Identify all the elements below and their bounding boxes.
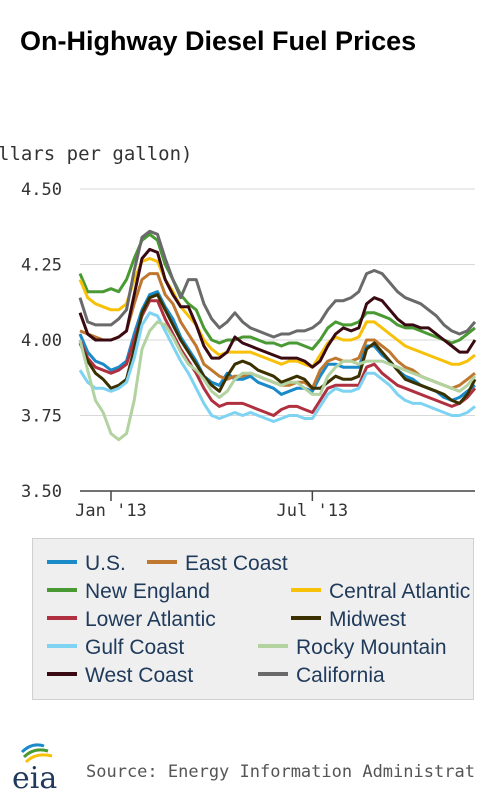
legend-label: Lower Atlantic xyxy=(85,608,216,631)
legend-item: Rocky Mountain xyxy=(258,635,447,661)
eia-logo: eia xyxy=(12,743,57,794)
series-line-california xyxy=(78,229,477,339)
legend-label: Rocky Mountain xyxy=(296,636,447,659)
line-chart: 4.50 4.25 4.00 3.75 3.50 Jan '13 Jul '13 xyxy=(21,180,477,521)
legend-label: California xyxy=(296,664,385,687)
series-line-gulf-coast xyxy=(78,311,476,423)
series-line-central-atlantic xyxy=(78,257,476,369)
series-line-new-england xyxy=(78,232,476,351)
legend-label: Central Atlantic xyxy=(329,580,471,603)
x-tick-label: Jan '13 xyxy=(75,501,147,521)
x-tick-label: Jul '13 xyxy=(277,501,349,521)
legend-label: East Coast xyxy=(185,552,288,575)
legend-item: New England xyxy=(47,579,210,605)
legend-item: U.S. xyxy=(47,551,126,577)
legend-swatch xyxy=(47,588,77,593)
y-tick-label: 3.50 xyxy=(21,482,62,502)
source-note: Source: Energy Information Administrat xyxy=(86,762,475,782)
legend-label: Gulf Coast xyxy=(85,636,185,659)
series-line-west-coast xyxy=(78,247,477,369)
legend-item: West Coast xyxy=(47,663,193,689)
legend-item: Midwest xyxy=(291,607,406,633)
legend-item: Lower Atlantic xyxy=(47,607,216,633)
logo-text: eia xyxy=(12,761,57,794)
legend-swatch xyxy=(258,644,288,649)
y-tick-label: 4.00 xyxy=(21,331,62,351)
y-tick-label: 4.50 xyxy=(21,180,62,200)
legend-label: New England xyxy=(85,580,210,603)
legend-swatch xyxy=(291,616,321,621)
series-line-midwest xyxy=(78,293,477,405)
legend-swatch xyxy=(258,672,288,677)
chart-legend: U.S. East Coast New England Central Atlanti… xyxy=(32,538,474,700)
y-tick-label: 3.75 xyxy=(21,407,62,427)
legend-item: California xyxy=(258,663,385,689)
legend-swatch xyxy=(47,616,77,621)
legend-item: Gulf Coast xyxy=(47,635,184,661)
legend-label: U.S. xyxy=(85,552,126,575)
legend-label: Midwest xyxy=(329,608,407,631)
legend-item: East Coast xyxy=(147,551,288,577)
legend-swatch xyxy=(47,560,77,565)
chart-title: On-Highway Diesel Fuel Prices xyxy=(20,26,417,56)
legend-item: Central Atlantic xyxy=(291,579,470,605)
legend-swatch xyxy=(147,560,177,565)
y-tick-label: 4.25 xyxy=(21,256,62,276)
legend-swatch xyxy=(47,672,77,677)
legend-swatch xyxy=(47,644,77,649)
legend-label: West Coast xyxy=(85,664,194,687)
y-axis-label: llars per gallon) xyxy=(0,143,193,165)
legend-swatch xyxy=(291,588,321,593)
series-line-rocky-mountain xyxy=(78,320,477,442)
